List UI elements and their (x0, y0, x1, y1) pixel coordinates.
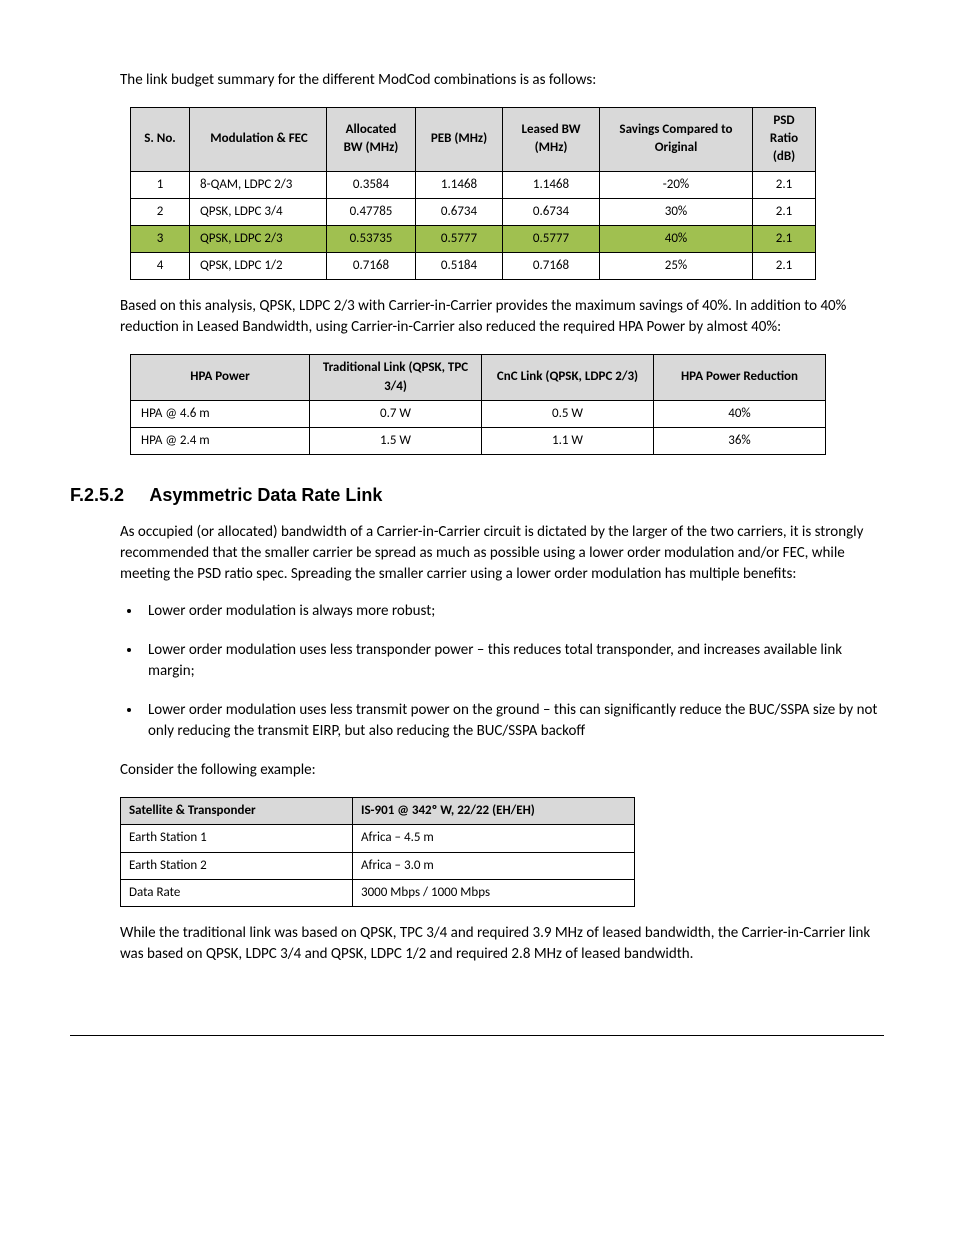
th-hpared: HPA Power Reduction (654, 355, 826, 400)
th-sno: S. No. (131, 108, 190, 172)
page: The link budget summary for the differen… (70, 70, 884, 1036)
closing-paragraph: While the traditional link was based on … (120, 923, 884, 965)
table-cell: HPA @ 2.4 m (131, 427, 310, 454)
table-row: 2QPSK, LDPC 3/40.477850.67340.673430%2.1 (131, 198, 816, 225)
table-cell: QPSK, LDPC 2/3 (190, 225, 327, 252)
table-cell: 1.1468 (503, 171, 600, 198)
asym-paragraph: As occupied (or allocated) bandwidth of … (120, 522, 884, 585)
hpa-tbody: HPA @ 4.6 m0.7 W0.5 W40%HPA @ 2.4 m1.5 W… (131, 400, 826, 454)
table-cell: 8-QAM, LDPC 2/3 (190, 171, 327, 198)
table-cell: 2.1 (753, 225, 816, 252)
example-intro: Consider the following example: (120, 760, 884, 781)
benefits-list: Lower order modulation is always more ro… (142, 601, 884, 742)
example-table: Satellite & TransponderIS-901 @ 342º W, … (120, 797, 635, 907)
table-cell: QPSK, LDPC 1/2 (190, 253, 327, 280)
table-cell: 0.47785 (327, 198, 416, 225)
table-header-cell: Satellite & Transponder (121, 798, 353, 825)
table-cell: 1.1 W (482, 427, 654, 454)
table-cell: 1.1468 (416, 171, 503, 198)
hpa-table: HPA Power Traditional Link (QPSK, TPC 3/… (130, 354, 826, 455)
table-cell: 0.5 W (482, 400, 654, 427)
table-row: Earth Station 2Africa – 3.0 m (121, 852, 635, 879)
table-cell: Earth Station 1 (121, 825, 353, 852)
table-cell: 0.7168 (327, 253, 416, 280)
table-cell: QPSK, LDPC 3/4 (190, 198, 327, 225)
section-heading: F.2.5.2 Asymmetric Data Rate Link (70, 483, 884, 508)
section-title: Asymmetric Data Rate Link (149, 485, 382, 505)
table-cell: Data Rate (121, 879, 353, 906)
table-cell: Earth Station 2 (121, 852, 353, 879)
table-cell: 3 (131, 225, 190, 252)
table-row: 3QPSK, LDPC 2/30.537350.57770.577740%2.1 (131, 225, 816, 252)
th-psd: PSD Ratio (dB) (753, 108, 816, 172)
th-peb: PEB (MHz) (416, 108, 503, 172)
list-item: Lower order modulation uses less transpo… (142, 640, 884, 682)
table-cell: 40% (654, 400, 826, 427)
th-cnclink: CnC Link (QPSK, LDPC 2/3) (482, 355, 654, 400)
th-allocbw: Allocated BW (MHz) (327, 108, 416, 172)
table-cell: 0.5777 (416, 225, 503, 252)
footer-rule (70, 1035, 884, 1036)
table-cell: 2 (131, 198, 190, 225)
example-tbody: Satellite & TransponderIS-901 @ 342º W, … (121, 798, 635, 907)
table-cell: 0.7168 (503, 253, 600, 280)
table-cell: Africa – 4.5 m (353, 825, 635, 852)
table-cell: 2.1 (753, 171, 816, 198)
analysis-paragraph: Based on this analysis, QPSK, LDPC 2/3 w… (120, 296, 884, 338)
table-cell: 40% (600, 225, 753, 252)
list-item: Lower order modulation uses less transmi… (142, 700, 884, 742)
list-item: Lower order modulation is always more ro… (142, 601, 884, 622)
table-row: Earth Station 1Africa – 4.5 m (121, 825, 635, 852)
table-cell: 30% (600, 198, 753, 225)
table-cell: 0.6734 (503, 198, 600, 225)
table-header-row: HPA Power Traditional Link (QPSK, TPC 3/… (131, 355, 826, 400)
table-row: 18-QAM, LDPC 2/30.35841.14681.1468-20%2.… (131, 171, 816, 198)
th-modfec: Modulation & FEC (190, 108, 327, 172)
table-row: Data Rate3000 Mbps / 1000 Mbps (121, 879, 635, 906)
table-cell: 0.53735 (327, 225, 416, 252)
table-cell: 4 (131, 253, 190, 280)
table-cell: 2.1 (753, 253, 816, 280)
table-cell: 2.1 (753, 198, 816, 225)
th-hpapower: HPA Power (131, 355, 310, 400)
table-cell: HPA @ 4.6 m (131, 400, 310, 427)
section-number: F.2.5.2 (70, 483, 145, 508)
table-row: Satellite & TransponderIS-901 @ 342º W, … (121, 798, 635, 825)
th-leasedbw: Leased BW (MHz) (503, 108, 600, 172)
table-cell: 25% (600, 253, 753, 280)
table-cell: 0.5184 (416, 253, 503, 280)
table-cell: 0.3584 (327, 171, 416, 198)
table-cell: 3000 Mbps / 1000 Mbps (353, 879, 635, 906)
table-cell: Africa – 3.0 m (353, 852, 635, 879)
table-cell: 0.6734 (416, 198, 503, 225)
th-tradlink: Traditional Link (QPSK, TPC 3/4) (310, 355, 482, 400)
modcod-tbody: 18-QAM, LDPC 2/30.35841.14681.1468-20%2.… (131, 171, 816, 280)
table-header-row: S. No. Modulation & FEC Allocated BW (MH… (131, 108, 816, 172)
table-cell: 36% (654, 427, 826, 454)
table-cell: -20% (600, 171, 753, 198)
table-cell: 1 (131, 171, 190, 198)
intro-paragraph: The link budget summary for the differen… (120, 70, 884, 91)
modcod-table: S. No. Modulation & FEC Allocated BW (MH… (130, 107, 816, 280)
table-row: 4QPSK, LDPC 1/20.71680.51840.716825%2.1 (131, 253, 816, 280)
table-header-cell: IS-901 @ 342º W, 22/22 (EH/EH) (353, 798, 635, 825)
table-cell: 0.5777 (503, 225, 600, 252)
table-row: HPA @ 4.6 m0.7 W0.5 W40% (131, 400, 826, 427)
table-row: HPA @ 2.4 m1.5 W1.1 W36% (131, 427, 826, 454)
table-cell: 0.7 W (310, 400, 482, 427)
th-savings: Savings Compared to Original (600, 108, 753, 172)
table-cell: 1.5 W (310, 427, 482, 454)
